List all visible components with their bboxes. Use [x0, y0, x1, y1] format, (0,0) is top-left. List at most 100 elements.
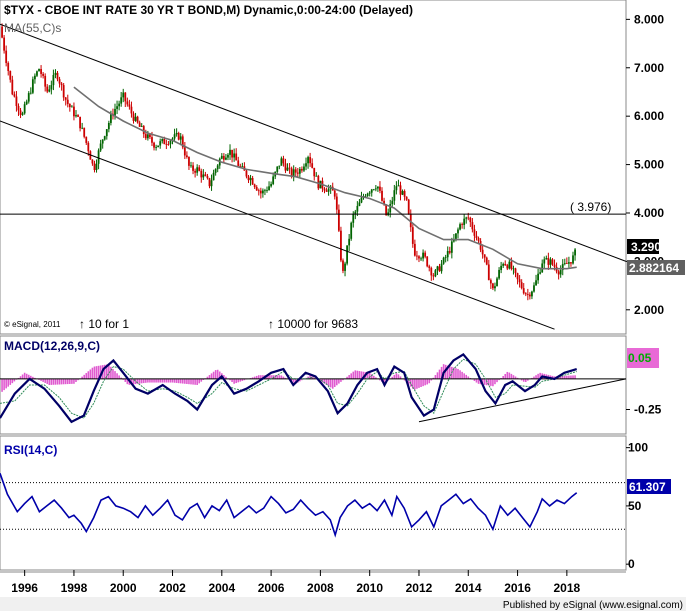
price-bar	[520, 279, 523, 290]
price-bar	[17, 103, 20, 116]
price-bar	[518, 275, 521, 288]
price-bar	[276, 166, 279, 175]
footer-bar	[0, 597, 686, 611]
price-bar	[531, 290, 533, 300]
price-bar	[397, 179, 400, 187]
price-bar	[208, 177, 211, 189]
price-bar	[317, 174, 320, 191]
price-bar	[393, 184, 396, 205]
price-bar	[403, 189, 406, 201]
price-bar	[477, 236, 480, 244]
price-bar	[216, 164, 219, 173]
price-bar	[58, 76, 61, 88]
price-bar	[181, 134, 184, 150]
price-bar	[528, 292, 531, 300]
price-bar	[77, 114, 79, 118]
price-bar	[459, 222, 461, 231]
price-bar	[368, 191, 371, 197]
price-bar	[340, 226, 342, 263]
macd-line	[0, 352, 578, 424]
price-bar	[391, 196, 394, 208]
rsi-title: RSI(14,C)	[4, 443, 57, 457]
split-note-1: ↑ 10 for 1	[79, 317, 129, 331]
price-bar	[442, 256, 445, 265]
macd-signal-line	[0, 358, 577, 419]
price-bar	[438, 263, 441, 272]
price-bar	[487, 259, 490, 281]
price-bar	[15, 91, 18, 112]
price-bar	[42, 72, 45, 79]
price-bar	[132, 111, 135, 124]
price-bar	[498, 267, 500, 280]
price-bar	[5, 45, 8, 67]
price-bar	[483, 254, 486, 263]
price-bar	[311, 158, 314, 169]
price-bar	[379, 181, 381, 194]
price-bar	[514, 267, 517, 278]
price-bar	[539, 268, 542, 275]
price-bar	[541, 259, 544, 273]
price-bar	[436, 265, 439, 276]
price-bar	[473, 224, 476, 242]
price-bar	[73, 102, 75, 121]
price-bar	[231, 149, 233, 163]
price-bar	[165, 139, 168, 150]
price-bar	[434, 268, 437, 278]
price-bar	[266, 186, 268, 193]
price-bar	[257, 188, 260, 196]
price-bar	[405, 196, 408, 201]
price-bar	[225, 154, 227, 161]
price-bar	[34, 73, 36, 84]
price-bar	[105, 129, 108, 140]
price-bar	[315, 172, 318, 177]
price-bar	[9, 70, 12, 83]
price-bar	[3, 35, 6, 54]
price-bar	[118, 100, 121, 111]
x-tick-label: 2010	[356, 581, 383, 595]
price-bar	[411, 224, 414, 248]
price-bar	[64, 96, 67, 106]
price-bar	[93, 160, 96, 173]
last-price-label: 3.290	[631, 240, 661, 254]
price-bar	[169, 139, 172, 149]
price-bar	[469, 216, 472, 227]
price-bar	[416, 250, 418, 261]
price-bar	[21, 111, 24, 116]
price-bar	[227, 153, 229, 161]
price-bar	[512, 265, 515, 275]
rsi-value-label: 61.307	[629, 480, 666, 494]
price-bar	[116, 100, 118, 115]
x-axis: 1996 1998 2000 2002 2004 2006 2008 2010 2012 2014…	[0, 570, 626, 595]
price-bar	[309, 152, 312, 167]
price-bar	[229, 144, 231, 160]
price-bar	[237, 156, 240, 167]
price-bar	[568, 256, 570, 268]
price-bar	[194, 168, 197, 178]
rsi-tick-label: 0	[628, 557, 635, 571]
price-bar	[500, 261, 503, 274]
price-bar	[23, 101, 26, 115]
price-bar	[179, 132, 182, 146]
price-bar	[200, 168, 203, 183]
rsi-line	[0, 473, 578, 538]
price-bar	[323, 187, 326, 194]
price-bar	[36, 70, 38, 78]
ma-label: MA(55,C)s	[4, 21, 61, 35]
price-bar	[206, 173, 209, 180]
x-tick-label: 2000	[110, 581, 137, 595]
price-bar	[377, 186, 379, 192]
price-bar	[235, 148, 238, 161]
price-bar	[374, 185, 377, 192]
price-bar	[81, 122, 84, 130]
price-bar	[140, 123, 143, 128]
x-tick-label: 2008	[307, 581, 334, 595]
price-bar	[167, 140, 170, 146]
price-bar	[504, 260, 507, 266]
price-bar	[198, 165, 201, 172]
level-label: ( 3.976)	[570, 200, 611, 214]
price-bar	[138, 120, 141, 127]
rsi-value-box	[627, 479, 671, 494]
price-bar	[249, 174, 252, 186]
price-bar	[572, 251, 574, 265]
